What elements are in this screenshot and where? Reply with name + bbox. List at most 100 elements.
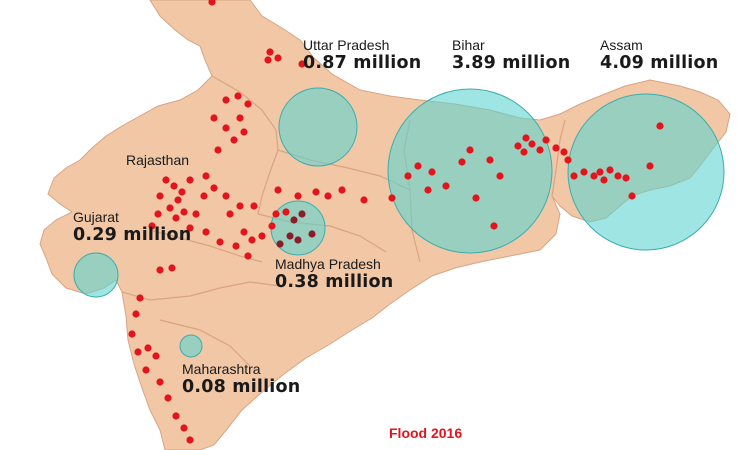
flood-dot bbox=[360, 196, 368, 204]
flood-dot bbox=[264, 56, 272, 64]
flood-dot bbox=[338, 186, 346, 194]
flood-dot bbox=[324, 192, 332, 200]
flood-dot bbox=[230, 136, 238, 144]
flood-dot bbox=[210, 184, 218, 192]
flood-dot bbox=[144, 344, 152, 352]
flood-dot bbox=[186, 224, 194, 232]
state-value: 0.08 million bbox=[182, 377, 301, 397]
map-title: Flood 2016 bbox=[389, 425, 463, 441]
flood-dot bbox=[424, 186, 432, 194]
flood-dot bbox=[166, 204, 174, 212]
flood-dot bbox=[298, 60, 306, 68]
flood-dot bbox=[290, 216, 298, 224]
circle-uttar-pradesh bbox=[278, 87, 358, 167]
circle-maharashtra bbox=[179, 334, 203, 358]
state-value: 0.87 million bbox=[303, 53, 422, 73]
flood-dot bbox=[294, 236, 302, 244]
flood-dot bbox=[596, 168, 604, 176]
flood-dot bbox=[156, 266, 164, 274]
flood-dot bbox=[192, 210, 200, 218]
flood-dot bbox=[168, 264, 176, 272]
flood-dot bbox=[496, 172, 504, 180]
state-name: Rajasthan bbox=[126, 152, 190, 168]
label-bihar: Bihar 3.89 million bbox=[452, 38, 570, 73]
flood-dot bbox=[514, 142, 522, 150]
label-madhya-pradesh: Madhya Pradesh 0.38 million bbox=[275, 257, 393, 292]
flood-dot bbox=[600, 176, 608, 184]
circle-assam bbox=[567, 93, 725, 251]
flood-dot bbox=[294, 192, 302, 200]
flood-dot bbox=[428, 168, 436, 176]
label-uttar-pradesh: Uttar Pradesh 0.87 million bbox=[303, 38, 421, 73]
flood-dot bbox=[210, 114, 218, 122]
state-name: Bihar bbox=[452, 37, 485, 53]
flood-dot bbox=[560, 148, 568, 156]
state-name: Uttar Pradesh bbox=[303, 37, 390, 53]
flood-dot bbox=[528, 140, 536, 148]
flood-dot bbox=[232, 242, 240, 250]
state-value: 3.89 million bbox=[452, 53, 571, 73]
flood-dot bbox=[240, 228, 248, 236]
state-value: 0.38 million bbox=[275, 272, 394, 292]
flood-dot bbox=[536, 146, 544, 154]
flood-dot bbox=[622, 174, 630, 182]
flood-dot bbox=[216, 238, 224, 246]
flood-dot bbox=[266, 48, 274, 56]
flood-dot bbox=[226, 210, 234, 218]
flood-dot bbox=[268, 222, 276, 230]
flood-dot bbox=[172, 214, 180, 222]
flood-dot bbox=[646, 162, 654, 170]
flood-dot bbox=[134, 348, 142, 356]
flood-dot bbox=[250, 202, 258, 210]
label-assam: Assam 4.09 million bbox=[600, 38, 718, 73]
flood-dot bbox=[564, 156, 572, 164]
flood-dot bbox=[248, 236, 256, 244]
flood-dot bbox=[486, 156, 494, 164]
flood-dot bbox=[298, 210, 306, 218]
flood-dot bbox=[614, 172, 622, 180]
flood-dot bbox=[274, 186, 282, 194]
flood-dot bbox=[136, 294, 144, 302]
flood-dot bbox=[180, 424, 188, 432]
flood-dot bbox=[214, 146, 222, 154]
flood-dot bbox=[244, 252, 252, 260]
flood-dot bbox=[236, 202, 244, 210]
state-value: 4.09 million bbox=[600, 53, 719, 73]
state-value: 0.29 million bbox=[73, 225, 192, 245]
flood-dot bbox=[178, 188, 186, 196]
flood-dot bbox=[274, 54, 282, 62]
state-name: Gujarat bbox=[73, 209, 119, 225]
flood-dot bbox=[240, 128, 248, 136]
flood-dot bbox=[156, 192, 164, 200]
flood-dot bbox=[388, 194, 396, 202]
flood-dot bbox=[222, 96, 230, 104]
flood-dot bbox=[148, 222, 156, 230]
flood-dot bbox=[222, 192, 230, 200]
flood-dot bbox=[244, 100, 252, 108]
flood-dot bbox=[272, 210, 280, 218]
flood-dot bbox=[152, 352, 160, 360]
flood-dot bbox=[606, 166, 614, 174]
flood-dot bbox=[522, 134, 530, 142]
flood-dot bbox=[172, 412, 180, 420]
flood-dot bbox=[202, 228, 210, 236]
flood-dot bbox=[222, 124, 230, 132]
flood-dot bbox=[132, 310, 140, 318]
flood-dot bbox=[186, 436, 194, 444]
flood-dot bbox=[472, 194, 480, 202]
flood-dot bbox=[628, 192, 636, 200]
flood-dot bbox=[208, 0, 216, 6]
flood-dot bbox=[174, 196, 182, 204]
flood-dot bbox=[282, 208, 290, 216]
flood-dot bbox=[234, 92, 242, 100]
flood-dot bbox=[542, 136, 550, 144]
flood-dot bbox=[570, 172, 578, 180]
flood-dot bbox=[552, 144, 560, 152]
flood-dot bbox=[490, 222, 498, 230]
flood-dot bbox=[466, 146, 474, 154]
flood-dot bbox=[580, 168, 588, 176]
circle-gujarat bbox=[73, 252, 119, 298]
label-gujarat: Gujarat 0.29 million bbox=[73, 210, 191, 245]
